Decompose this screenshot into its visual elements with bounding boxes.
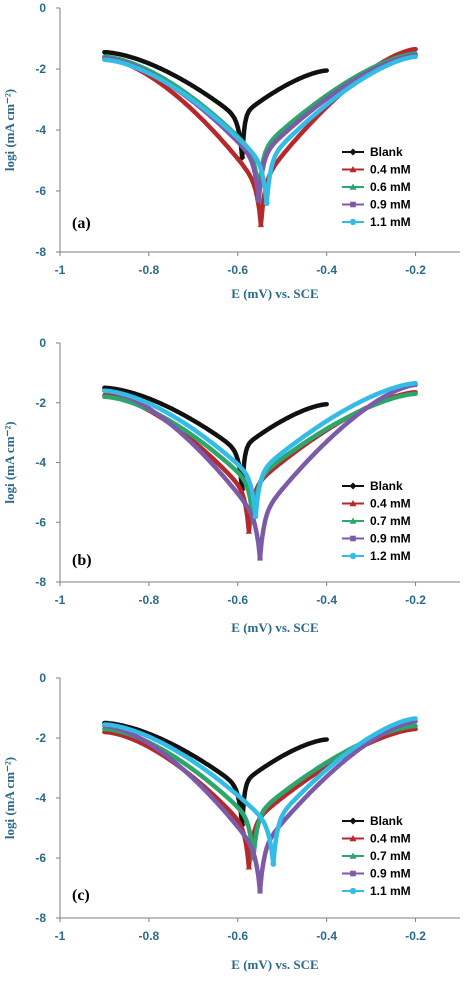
y-tick-label: -8 xyxy=(35,911,46,925)
legend-label: 0.9 mM xyxy=(370,198,411,212)
x-tick-label: -0.4 xyxy=(316,263,337,277)
x-tick-label: -1 xyxy=(55,263,66,277)
x-axis-title: E (mV) vs. SCE xyxy=(231,957,318,972)
x-axis-title: E (mV) vs. SCE xyxy=(231,620,318,635)
y-tick-label: -6 xyxy=(35,851,46,865)
y-tick-label: 0 xyxy=(39,336,46,350)
x-tick-label: -0.6 xyxy=(227,929,248,943)
legend-marker xyxy=(349,500,357,507)
legend-marker xyxy=(349,183,357,190)
series-point xyxy=(256,197,262,203)
series-line-0_4-mM xyxy=(102,726,418,870)
x-tick-label: -0.4 xyxy=(316,929,337,943)
legend-label: 0.9 mM xyxy=(370,867,411,881)
series-point xyxy=(252,513,259,520)
x-tick-label: -0.4 xyxy=(316,593,337,607)
legend-label: 0.4 mM xyxy=(370,832,411,846)
panel-label: (b) xyxy=(72,552,92,569)
legend-marker xyxy=(349,517,357,524)
legend: Blank 0.4 mM 0.7 mM 0.9 mM 1.2 mM xyxy=(342,479,411,563)
legend-label: 1.2 mM xyxy=(370,549,411,563)
panel-label: (a) xyxy=(72,215,91,232)
legend-label: 0.4 mM xyxy=(370,497,411,511)
legend-label: 1.1 mM xyxy=(370,884,411,898)
legend-label: 0.9 mM xyxy=(370,532,411,546)
x-tick-label: -0.6 xyxy=(227,593,248,607)
y-tick-label: -6 xyxy=(35,515,46,529)
x-tick-label: -0.8 xyxy=(139,263,160,277)
series-point xyxy=(263,200,270,207)
series-point xyxy=(245,528,253,534)
legend-marker xyxy=(349,852,357,859)
legend-marker xyxy=(349,817,357,825)
x-axis-title: E (mV) vs. SCE xyxy=(231,286,318,301)
chart-panel-3: 0 -2 -4 -6 -8 -1 -0.8 -0.6 -0.4 -0.2 E (mV) vs. SC… xyxy=(2,671,460,972)
y-axis-title: logi (mA cm⁻²) xyxy=(2,421,17,503)
legend-marker xyxy=(349,148,357,156)
y-axis-title: logi (mA cm⁻²) xyxy=(2,89,17,171)
legend-label: Blank xyxy=(370,479,403,493)
legend-label: 0.4 mM xyxy=(370,163,411,177)
y-axis-title: logi (mA cm⁻²) xyxy=(2,757,17,839)
legend-marker xyxy=(350,870,356,877)
x-tick-label: -1 xyxy=(55,929,66,943)
panel-label: (c) xyxy=(72,887,90,904)
legend-marker xyxy=(349,166,357,173)
y-tick-label: 0 xyxy=(39,1,46,15)
y-tick-label: -8 xyxy=(35,245,46,259)
x-tick-label: -0.8 xyxy=(139,929,160,943)
y-tick-label: -8 xyxy=(35,575,46,589)
series-point xyxy=(257,888,263,894)
legend-marker xyxy=(350,535,356,542)
x-tick-label: -0.8 xyxy=(139,593,160,607)
legend-marker xyxy=(349,482,357,490)
y-tick-label: -4 xyxy=(35,456,46,470)
y-tick-label: 0 xyxy=(39,671,46,685)
legend-label: Blank xyxy=(370,145,403,159)
y-tick-label: -4 xyxy=(35,791,46,805)
legend-marker xyxy=(349,218,357,226)
legend-label: Blank xyxy=(370,814,403,828)
chart-panel-2: 0 -2 -4 -6 -8 -1 -0.8 -0.6 -0.4 -0.2 E (mV) vs. SC… xyxy=(2,336,460,635)
x-tick-label: -1 xyxy=(55,593,66,607)
legend-marker xyxy=(350,201,356,208)
legend: Blank 0.4 mM 0.6 mM 0.9 mM 1.1 mM xyxy=(342,145,411,229)
series-line-0_9-mM xyxy=(102,719,418,894)
y-tick-label: -2 xyxy=(35,396,46,410)
series-point xyxy=(257,555,263,561)
series-line-0_9-mM xyxy=(102,382,418,561)
series-line-1_2-mM xyxy=(102,381,418,519)
legend-label: 0.6 mM xyxy=(370,180,411,194)
y-tick-label: -2 xyxy=(35,62,46,76)
series-point xyxy=(245,863,253,870)
legend-marker xyxy=(349,887,357,895)
series-line-1_1-mM xyxy=(102,716,418,867)
x-tick-label: -0.2 xyxy=(405,593,426,607)
x-tick-label: -0.2 xyxy=(405,929,426,943)
y-tick-label: -6 xyxy=(35,184,46,198)
series-line-0_7-mM xyxy=(102,391,418,525)
chart-panel-1: 0 -2 -4 -6 -8 -1 -0.8 -0.6 -0.4 -0.2 E (mV) vs. SC… xyxy=(2,1,460,301)
x-tick-label: -0.6 xyxy=(227,263,248,277)
legend-label: 0.7 mM xyxy=(370,514,411,528)
legend-label: 0.7 mM xyxy=(370,849,411,863)
y-tick-label: -4 xyxy=(35,123,46,137)
series-point xyxy=(270,861,277,867)
series-point xyxy=(257,221,265,228)
legend-label: 1.1 mM xyxy=(370,215,411,229)
y-tick-label: -2 xyxy=(35,731,46,745)
legend-marker xyxy=(349,552,357,560)
legend: Blank 0.4 mM 0.7 mM 0.9 mM 1.1 mM xyxy=(342,814,411,898)
legend-marker xyxy=(349,835,357,842)
x-tick-label: -0.2 xyxy=(405,263,426,277)
